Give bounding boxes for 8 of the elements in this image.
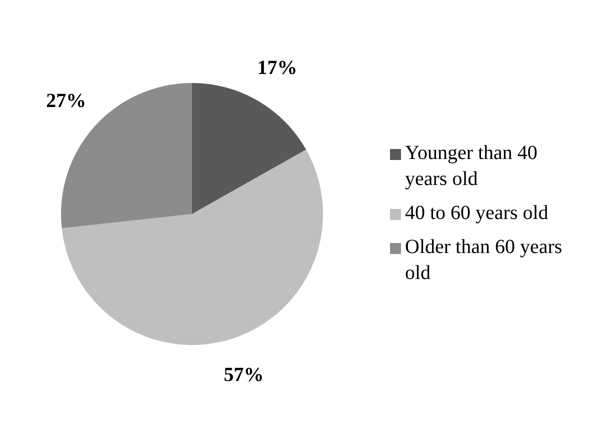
pie-slice: [62, 150, 323, 345]
data-label: 27%: [46, 90, 86, 112]
data-label: 57%: [224, 364, 264, 386]
legend-label: Younger than 40 years old: [405, 141, 538, 192]
pie-slice: [192, 83, 306, 214]
legend-label: 40 to 60 years old: [405, 201, 550, 226]
data-label: 17%: [257, 57, 298, 80]
legend-label: Older than 60 years old: [405, 235, 564, 286]
